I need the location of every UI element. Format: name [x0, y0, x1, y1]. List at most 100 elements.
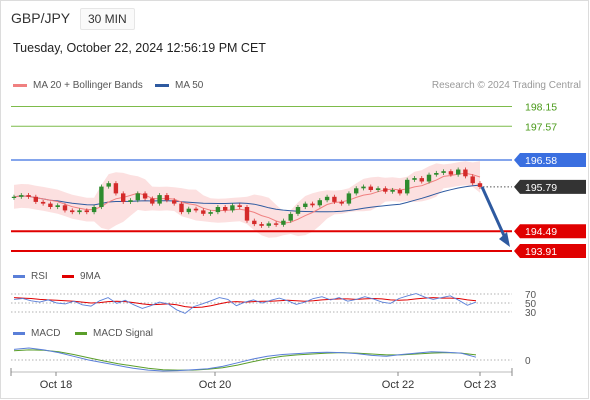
candle-body	[324, 196, 330, 201]
candle-body	[244, 207, 250, 221]
candle-body	[48, 203, 53, 207]
candle-body	[281, 220, 286, 225]
x-tick-label: Oct 23	[464, 379, 496, 391]
rsi-level-label: 70	[525, 290, 537, 301]
candle-body	[470, 176, 475, 184]
candle-body	[303, 203, 308, 207]
level-tag-shape	[514, 179, 586, 194]
candle-body	[77, 210, 82, 213]
candle-body	[172, 200, 177, 204]
level-tag-support: 194.49	[514, 224, 586, 239]
candle-body	[128, 200, 133, 202]
candle-body	[448, 171, 454, 175]
candle-body	[368, 186, 373, 190]
candle-body	[186, 208, 191, 213]
macd-line	[13, 347, 477, 372]
level-tag-last: 195.79	[514, 179, 586, 194]
legend-rsi: RSI	[13, 271, 48, 282]
level-tag-label: 194.49	[525, 226, 557, 238]
candle-body	[456, 169, 461, 175]
legend-ma20: MA 20 + Bollinger Bands	[13, 80, 143, 91]
candle-body	[55, 205, 60, 207]
candle-body	[252, 220, 257, 225]
rsi-level-label: 50	[525, 299, 537, 310]
level-tag-label: 195.79	[525, 182, 557, 194]
candle-body	[215, 207, 221, 213]
macd-zero-label: 0	[525, 356, 531, 367]
forecast-arrowhead-icon	[499, 232, 510, 247]
candle-body	[266, 223, 271, 226]
candle-body	[426, 174, 432, 182]
resistance-label: 197.57	[525, 121, 557, 133]
rsi-swatch-icon	[13, 275, 25, 278]
candle-body	[346, 193, 352, 204]
candle-body	[332, 196, 337, 202]
candle-body	[11, 196, 17, 198]
candle-body	[354, 188, 359, 194]
candle-body	[193, 208, 199, 211]
level-tag-support: 193.91	[514, 244, 586, 258]
level-tag-label: 193.91	[525, 246, 557, 258]
candle-body	[113, 183, 119, 194]
timeframe-badge[interactable]: 30 MIN	[80, 8, 135, 30]
ma20-swatch-icon	[13, 84, 27, 87]
legend-macd-signal: MACD Signal	[75, 328, 153, 339]
candle-body	[19, 195, 24, 197]
ma50-line	[13, 184, 481, 213]
candle-body	[84, 210, 89, 213]
candle-body	[339, 201, 344, 204]
legend-ma50: MA 50	[155, 80, 203, 91]
candle-body	[164, 195, 170, 201]
candle-body	[273, 223, 279, 225]
rsi-line	[13, 293, 477, 314]
candle-body	[317, 200, 322, 206]
candle-body	[135, 193, 140, 201]
legend-rsi-ma-label: 9MA	[80, 271, 101, 282]
candle-body	[179, 203, 184, 213]
level-tag-shape	[514, 153, 586, 167]
candle-body	[223, 207, 228, 211]
candle-body	[412, 178, 417, 180]
level-tag-shape	[514, 244, 586, 258]
candle-body	[26, 195, 31, 197]
candle-body	[142, 193, 148, 199]
candle-body	[288, 213, 293, 221]
candle-body	[397, 190, 403, 194]
candle-body	[295, 207, 301, 214]
legend-macd-signal-label: MACD Signal	[93, 328, 154, 339]
candle-body	[405, 179, 410, 194]
candle-body	[237, 205, 242, 207]
candle-body	[157, 195, 162, 204]
candle-body	[70, 210, 75, 213]
legend-macd-label: MACD	[31, 328, 61, 339]
candle-body	[383, 188, 388, 192]
level-tag-label: 196.58	[525, 155, 557, 167]
candle-body	[434, 173, 439, 175]
bollinger-band	[14, 161, 480, 238]
candle-body	[375, 188, 381, 190]
candle-body	[62, 205, 68, 211]
credit-text: Research © 2024 Trading Central	[431, 80, 581, 91]
candles	[11, 167, 483, 228]
candle-body	[121, 193, 126, 202]
candle-body	[99, 186, 104, 207]
resistance-label: 198.15	[525, 101, 557, 113]
legend-rsi-label: RSI	[31, 271, 48, 282]
candle-body	[230, 205, 235, 211]
candle-body	[390, 190, 395, 192]
candle-body	[208, 212, 213, 214]
candle-body	[33, 196, 38, 202]
rsi-level-label: 30	[525, 308, 537, 319]
candle-body	[477, 183, 483, 187]
macd-signal-swatch-icon	[75, 332, 87, 335]
candle-body	[40, 201, 46, 204]
timestamp: Tuesday, October 22, 2024 12:56:19 PM CE…	[13, 41, 266, 55]
candle-body	[463, 169, 468, 177]
instrument-title: GBP/JPY	[11, 10, 71, 26]
legend-ma50-label: MA 50	[175, 80, 204, 91]
candle-body	[361, 186, 366, 189]
rsi-ma-swatch-icon	[62, 275, 74, 278]
candle-body	[310, 203, 315, 206]
